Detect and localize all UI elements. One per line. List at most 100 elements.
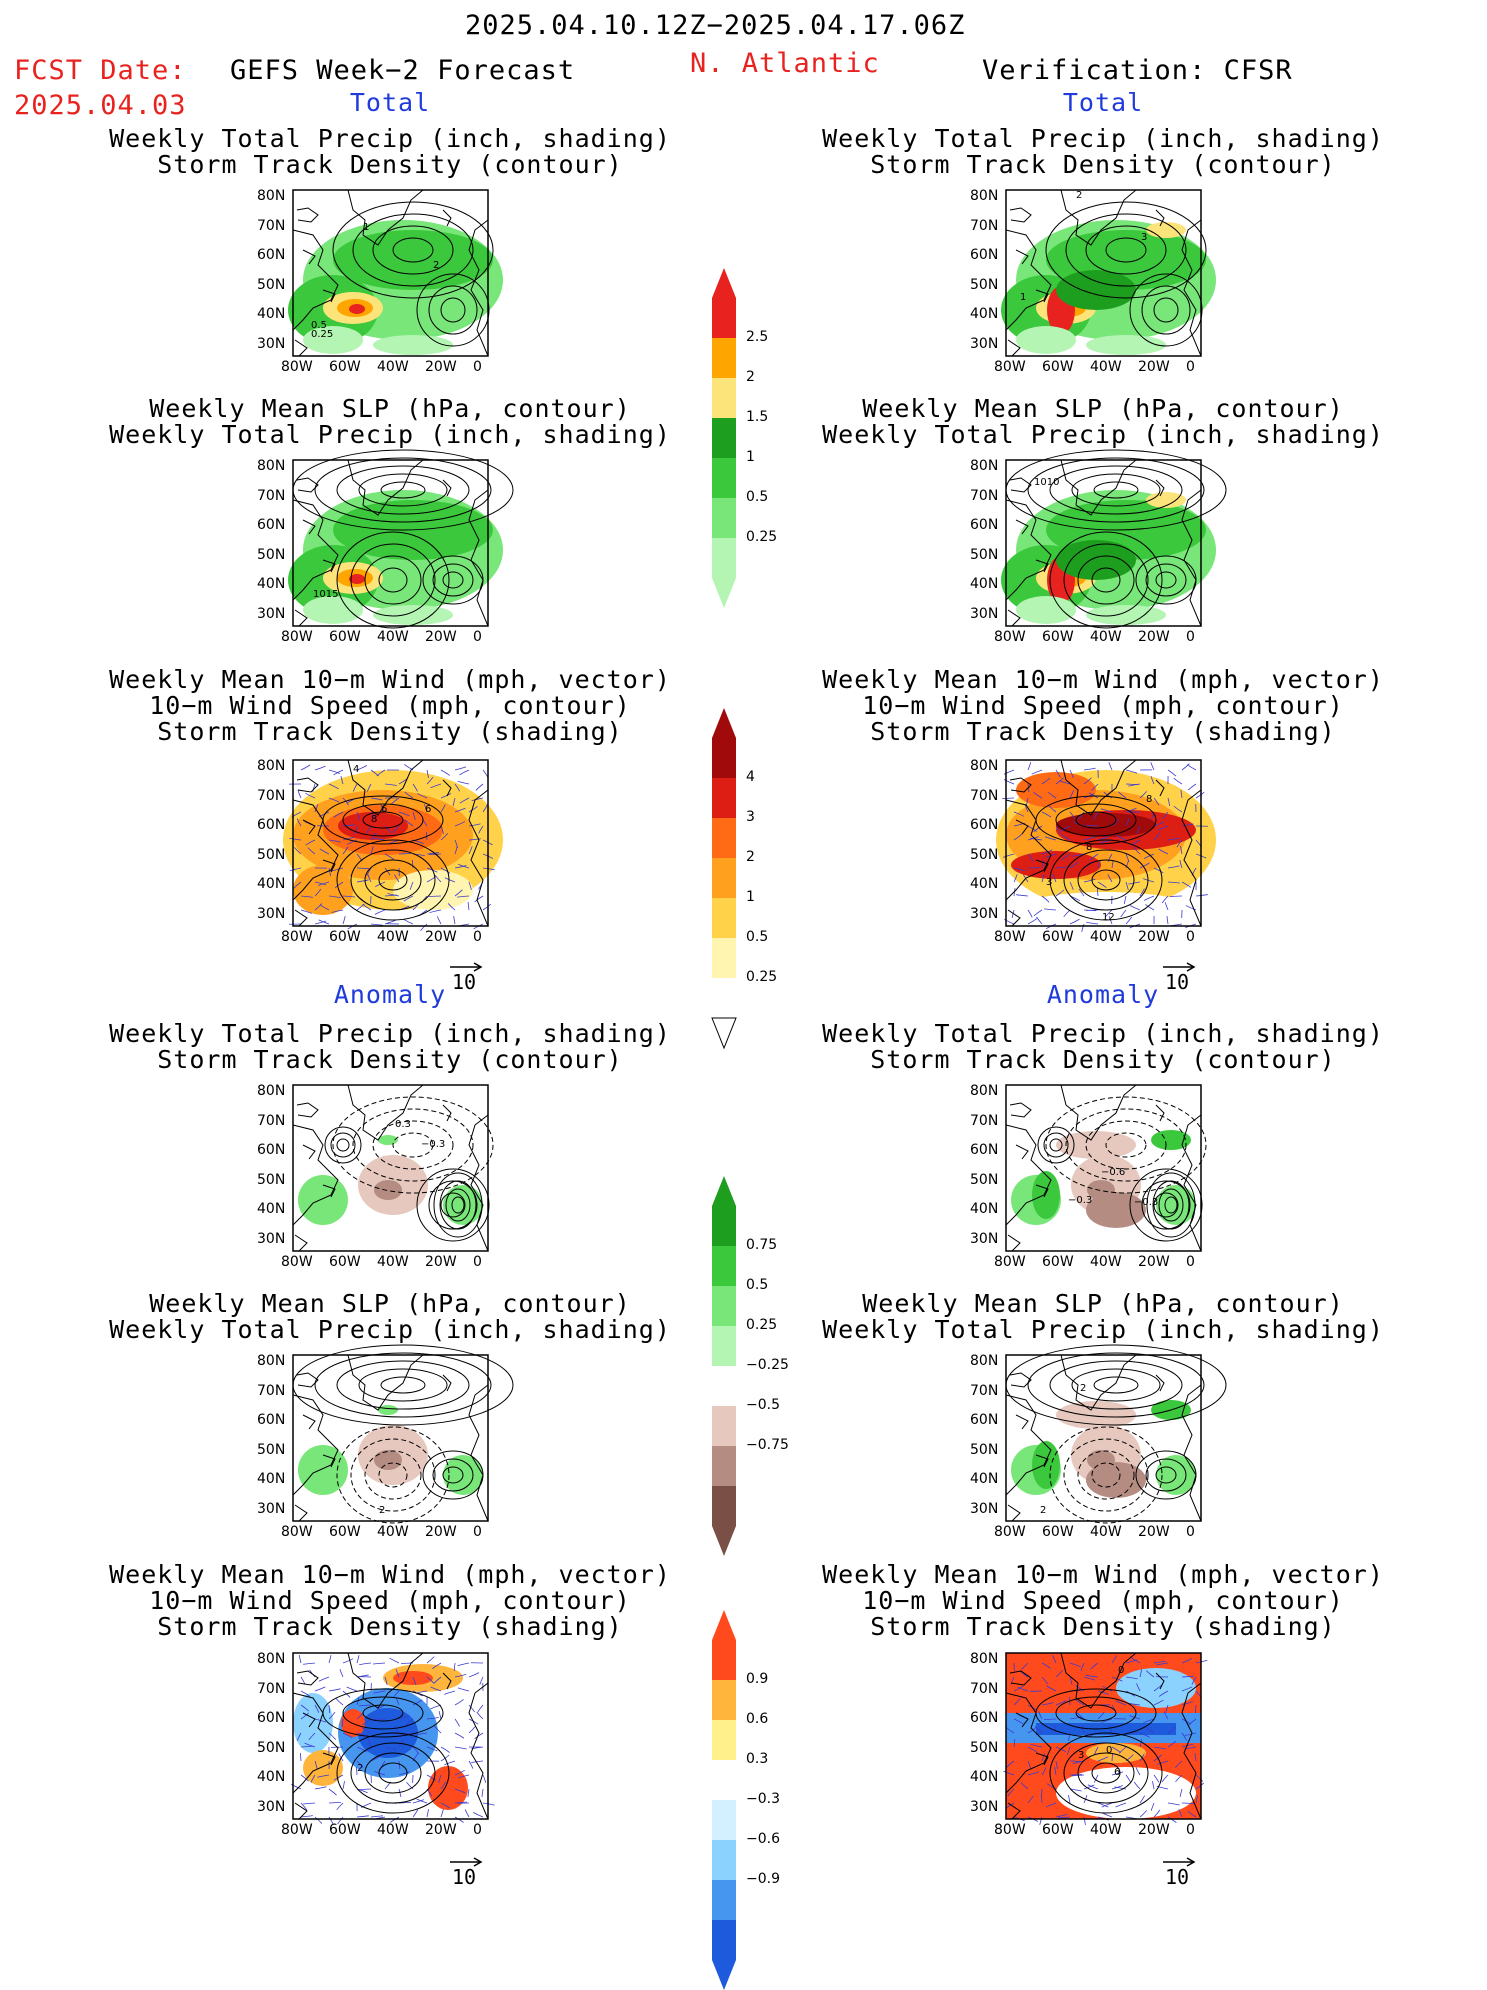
- lon-tick-label: 20W: [1138, 1254, 1170, 1270]
- lon-tick-label: 40W: [377, 929, 409, 945]
- lon-tick-label: 20W: [425, 929, 457, 945]
- lon-tick-label: 20W: [1138, 1822, 1170, 1838]
- title-right-6: Weekly Mean 10−m Wind (mph, vector) 10−m …: [822, 1560, 1384, 1641]
- lat-tick-label: 30N: [970, 1500, 999, 1517]
- lat-tick-label: 70N: [970, 487, 999, 504]
- lon-tick-label: 0: [1186, 359, 1195, 375]
- lon-tick-label: 80W: [281, 1822, 313, 1838]
- title-right-5: Weekly Mean SLP (hPa, contour) Weekly Tot…: [822, 1289, 1384, 1344]
- lat-tick-label: 30N: [257, 905, 286, 922]
- lon-tick-label: 80W: [281, 1254, 313, 1270]
- contour-label: 3: [1078, 1750, 1084, 1761]
- lat-tick-label: 60N: [970, 817, 999, 833]
- lon-tick-label: 0: [473, 629, 482, 645]
- lon-tick-label: 60W: [329, 1524, 361, 1540]
- lon-tick-label: 0: [473, 1822, 482, 1838]
- map-fc_track_anom: 0.3 −0.3: [292, 1084, 494, 1252]
- lat-tick-label: 70N: [970, 787, 999, 804]
- lon-tick-label: 0: [473, 359, 482, 375]
- lon-tick-label: 80W: [994, 1822, 1026, 1838]
- lon-tick-label: 0: [1186, 1524, 1195, 1540]
- colorbar-label: 1: [746, 889, 755, 905]
- colorbar-label: 3: [746, 809, 755, 825]
- contour-label: 2: [433, 260, 439, 271]
- colorbar-label: −0.6: [746, 1831, 780, 1847]
- contour-label: 1010: [1034, 477, 1059, 488]
- lon-tick-label: 60W: [329, 929, 361, 945]
- lat-tick-label: 40N: [970, 1769, 999, 1785]
- contour-label: 4: [353, 764, 359, 775]
- lon-tick-label: 20W: [1138, 629, 1170, 645]
- lon-tick-label: 20W: [1138, 359, 1170, 375]
- contour-label: 1: [1020, 292, 1026, 303]
- lat-tick-label: 30N: [257, 605, 286, 622]
- colorbar-label: 1.5: [746, 409, 769, 425]
- lat-tick-label: 60N: [257, 1142, 286, 1158]
- contour-label: 3: [1141, 232, 1147, 243]
- lon-tick-label: 20W: [425, 629, 457, 645]
- title-left-6: Weekly Mean 10−m Wind (mph, vector) 10−m …: [109, 1560, 671, 1641]
- lat-tick-label: 40N: [970, 576, 999, 592]
- title-left-3: Weekly Mean 10−m Wind (mph, vector) 10−m …: [109, 665, 671, 746]
- lon-tick-label: 60W: [329, 1822, 361, 1838]
- lat-tick-label: 70N: [257, 1112, 286, 1129]
- lon-tick-label: 40W: [1090, 1524, 1122, 1540]
- region-title: N. Atlantic: [690, 48, 880, 79]
- lat-tick-label: 40N: [970, 1201, 999, 1217]
- contour-label: 12: [1102, 912, 1115, 923]
- colorbar-label: 0.5: [746, 489, 769, 505]
- period-title: 2025.04.10.12Z−2025.04.17.06Z: [465, 10, 966, 41]
- title-right-3: Weekly Mean 10−m Wind (mph, vector) 10−m …: [822, 665, 1384, 746]
- lat-tick-label: 80N: [257, 758, 286, 774]
- colorbar-label: 0.9: [746, 1671, 769, 1687]
- map-cfsr_slp_total: 1010: [1001, 449, 1227, 629]
- lat-tick-label: 40N: [257, 1471, 286, 1487]
- colorbar-label: −0.75: [746, 1437, 789, 1453]
- verification-title: Verification: CFSR: [982, 55, 1293, 86]
- lat-tick-label: 40N: [257, 306, 286, 322]
- title-right-2: Weekly Mean SLP (hPa, contour) Weekly Tot…: [822, 394, 1384, 449]
- colorbar-track-total: [711, 708, 737, 1050]
- lon-tick-label: 0: [1186, 1822, 1195, 1838]
- title-left-2: Weekly Mean SLP (hPa, contour) Weekly Tot…: [109, 394, 671, 449]
- lat-tick-label: 60N: [970, 1412, 999, 1428]
- lon-tick-label: 40W: [1090, 1822, 1122, 1838]
- lon-tick-label: 40W: [1090, 629, 1122, 645]
- colorbar-precip-anom: [712, 1176, 736, 1556]
- lon-tick-label: 20W: [425, 1822, 457, 1838]
- contour-label: 8: [371, 814, 377, 825]
- lon-tick-label: 60W: [329, 629, 361, 645]
- contour-label: 0.3: [395, 1119, 411, 1130]
- lat-tick-label: 70N: [970, 1680, 999, 1697]
- model-title: GEFS Week−2 Forecast: [230, 55, 576, 86]
- lon-tick-label: 0: [473, 1254, 482, 1270]
- lat-tick-label: 60N: [970, 1710, 999, 1726]
- colorbar-label: 0.5: [746, 929, 769, 945]
- lon-tick-label: 20W: [1138, 929, 1170, 945]
- lat-tick-label: 70N: [970, 1382, 999, 1399]
- section-anomaly-right: Anomaly: [1046, 980, 1160, 1009]
- lon-tick-label: 60W: [1042, 929, 1074, 945]
- contour-label: −0.3: [1068, 1195, 1092, 1206]
- lon-tick-label: 0: [473, 929, 482, 945]
- lat-tick-label: 50N: [970, 1171, 999, 1188]
- lon-tick-label: 80W: [994, 1524, 1026, 1540]
- lon-tick-label: 80W: [281, 929, 313, 945]
- title-right-1: Weekly Total Precip (inch, shading) Storm…: [822, 124, 1384, 179]
- lat-tick-label: 30N: [970, 605, 999, 622]
- lat-tick-label: 30N: [257, 1500, 286, 1517]
- lon-tick-label: 80W: [994, 1254, 1026, 1270]
- lon-tick-label: 20W: [425, 359, 457, 375]
- lon-tick-label: 40W: [1090, 929, 1122, 945]
- colorbar-label: 0.5: [746, 1277, 769, 1293]
- contour-label: 0: [1118, 1665, 1124, 1676]
- lat-tick-label: 50N: [970, 1739, 999, 1756]
- lon-tick-label: 60W: [1042, 629, 1074, 645]
- colorbar-label: −0.3: [746, 1791, 780, 1807]
- contour-label: 8: [1146, 794, 1152, 805]
- colorbar-label: 0.3: [746, 1751, 769, 1767]
- colorbar-label: 2: [746, 369, 755, 385]
- lat-tick-label: 40N: [257, 1201, 286, 1217]
- colorbar-label: −0.5: [746, 1397, 780, 1413]
- contour-label: −0.3: [421, 1139, 445, 1150]
